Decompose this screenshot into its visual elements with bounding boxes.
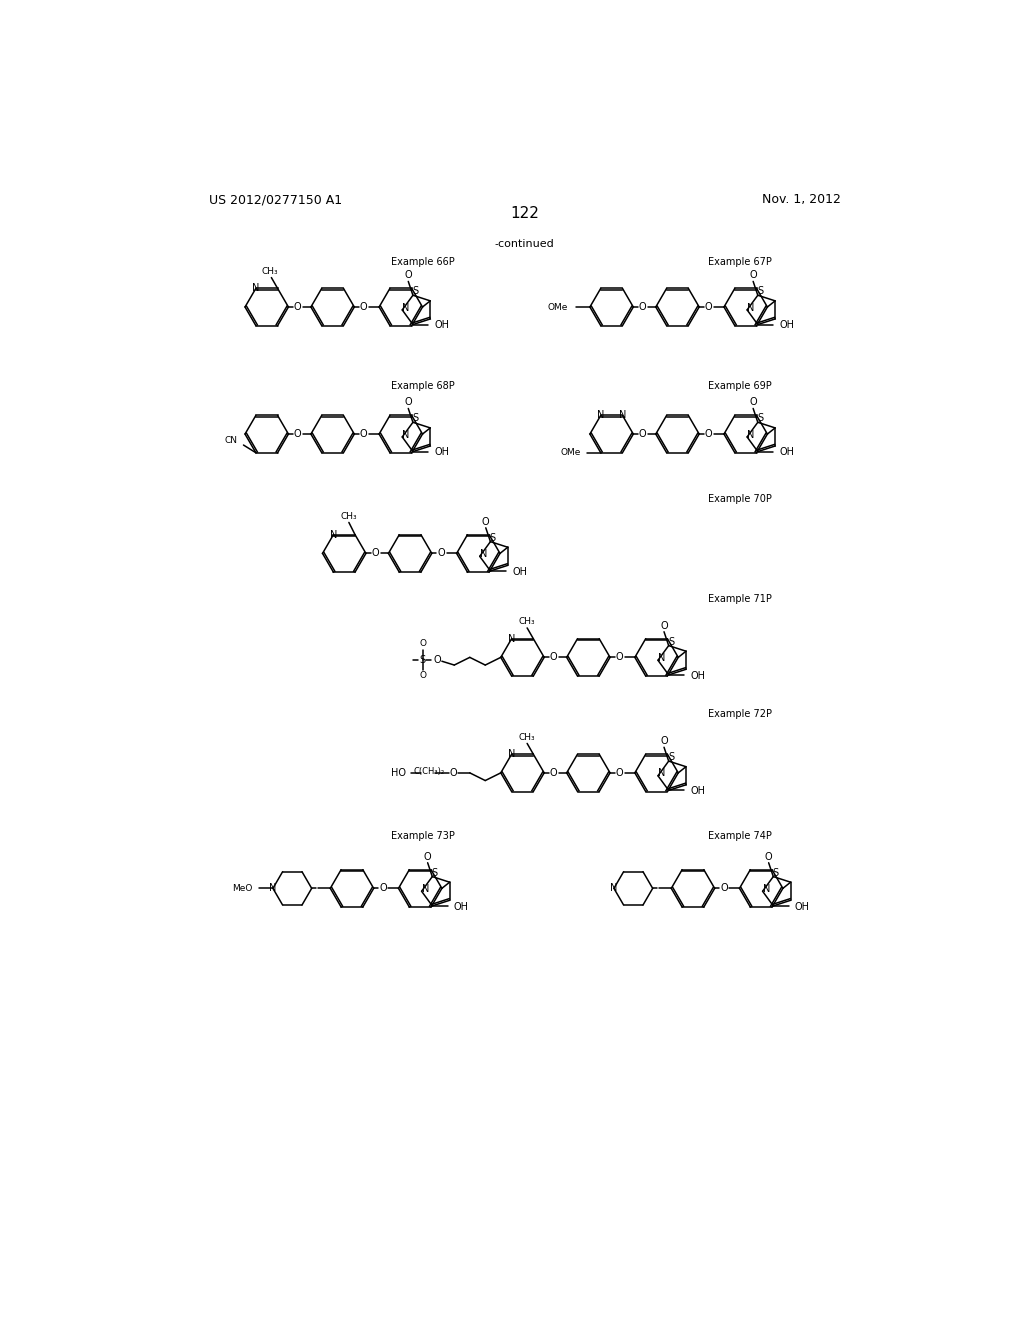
Text: Example 74P: Example 74P <box>709 832 772 841</box>
Text: S: S <box>757 286 763 297</box>
Text: O: O <box>372 548 379 558</box>
Text: O: O <box>482 516 489 527</box>
Text: O: O <box>294 302 301 312</box>
Text: S: S <box>489 533 496 543</box>
Text: O: O <box>615 652 624 663</box>
Text: N: N <box>610 883 617 894</box>
Text: Nov. 1, 2012: Nov. 1, 2012 <box>762 193 841 206</box>
Text: O: O <box>424 851 431 862</box>
Text: OH: OH <box>779 321 795 330</box>
Text: S: S <box>413 413 419 424</box>
Text: O: O <box>450 768 458 777</box>
Text: O: O <box>550 652 557 663</box>
Text: O: O <box>750 271 757 280</box>
Text: O: O <box>404 397 412 408</box>
Text: Example 68P: Example 68P <box>390 380 455 391</box>
Text: Example 70P: Example 70P <box>709 494 772 504</box>
Text: O: O <box>660 620 668 631</box>
Text: S: S <box>757 413 763 424</box>
Text: N: N <box>402 302 410 313</box>
Text: O: O <box>379 883 387 894</box>
Text: O: O <box>720 883 728 894</box>
Text: N: N <box>618 411 626 420</box>
Text: N: N <box>480 549 487 558</box>
Text: O: O <box>750 397 757 408</box>
Text: O: O <box>294 429 301 440</box>
Text: N: N <box>597 411 604 420</box>
Text: N: N <box>748 302 755 313</box>
Text: Example 72P: Example 72P <box>709 709 772 719</box>
Text: OH: OH <box>454 902 469 912</box>
Text: CH₃: CH₃ <box>341 512 357 521</box>
Text: O: O <box>615 768 624 777</box>
Text: OMe: OMe <box>560 449 581 457</box>
Text: N: N <box>402 429 410 440</box>
Text: O: O <box>550 768 557 777</box>
Text: N: N <box>763 884 770 894</box>
Text: Example 69P: Example 69P <box>709 380 772 391</box>
Text: OH: OH <box>795 902 810 912</box>
Text: O: O <box>639 429 646 440</box>
Text: O: O <box>639 302 646 312</box>
Text: HO: HO <box>391 768 407 777</box>
Text: O: O <box>359 429 368 440</box>
Text: N: N <box>252 284 259 293</box>
Text: OMe: OMe <box>548 302 568 312</box>
Text: 122: 122 <box>510 206 540 222</box>
Text: OH: OH <box>434 321 450 330</box>
Text: MeO: MeO <box>232 884 253 892</box>
Text: S: S <box>431 867 437 878</box>
Text: O: O <box>433 655 441 665</box>
Text: O: O <box>404 271 412 280</box>
Text: S: S <box>772 867 778 878</box>
Text: Example 73P: Example 73P <box>390 832 455 841</box>
Text: OH: OH <box>690 671 706 681</box>
Text: CN: CN <box>224 436 238 445</box>
Text: N: N <box>269 883 276 894</box>
Text: N: N <box>658 768 666 779</box>
Text: O: O <box>437 548 444 558</box>
Text: N: N <box>748 429 755 440</box>
Text: O: O <box>705 302 713 312</box>
Text: N: N <box>422 884 429 894</box>
Text: S: S <box>413 286 419 297</box>
Text: N: N <box>658 653 666 663</box>
Text: OH: OH <box>512 566 527 577</box>
Text: OH: OH <box>779 447 795 457</box>
Text: OH: OH <box>690 787 706 796</box>
Text: O: O <box>359 302 368 312</box>
Text: S: S <box>420 655 426 665</box>
Text: Example 66P: Example 66P <box>390 257 455 268</box>
Text: C(CH₃)₂: C(CH₃)₂ <box>413 767 444 776</box>
Text: N: N <box>508 750 515 759</box>
Text: O: O <box>765 851 772 862</box>
Text: O: O <box>660 737 668 746</box>
Text: O: O <box>419 639 426 648</box>
Text: N: N <box>330 529 337 540</box>
Text: O: O <box>419 672 426 680</box>
Text: S: S <box>668 636 674 647</box>
Text: OH: OH <box>434 447 450 457</box>
Text: Example 67P: Example 67P <box>709 257 772 268</box>
Text: S: S <box>668 752 674 762</box>
Text: Example 71P: Example 71P <box>709 594 772 603</box>
Text: US 2012/0277150 A1: US 2012/0277150 A1 <box>209 193 342 206</box>
Text: CH₃: CH₃ <box>519 618 536 626</box>
Text: -continued: -continued <box>495 239 555 249</box>
Text: CH₃: CH₃ <box>519 733 536 742</box>
Text: O: O <box>705 429 713 440</box>
Text: N: N <box>508 634 515 644</box>
Text: CH₃: CH₃ <box>261 267 279 276</box>
